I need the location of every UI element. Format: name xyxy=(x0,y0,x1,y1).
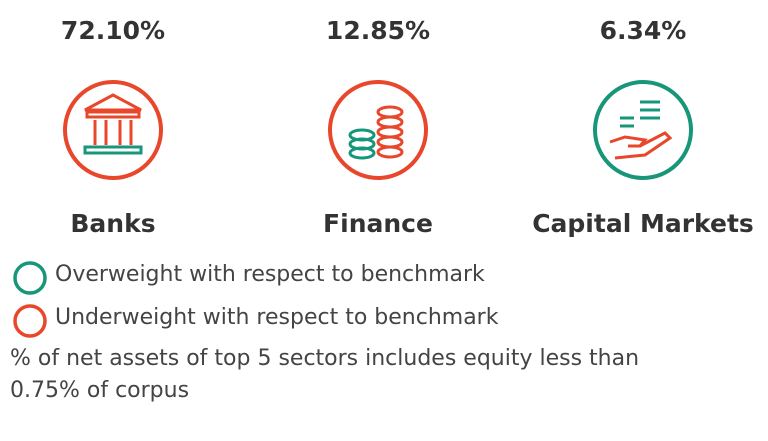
hand-icon xyxy=(609,100,673,160)
legend-swatch xyxy=(13,304,47,338)
sector-value: 6.34% xyxy=(599,16,687,45)
sector-name: Banks xyxy=(70,209,156,238)
sector-ring xyxy=(63,80,163,180)
footnote: % of net assets of top 5 sectors include… xyxy=(10,346,640,403)
coins-icon xyxy=(348,105,404,160)
legend-swatch xyxy=(13,261,47,295)
sector-name: Finance xyxy=(323,209,433,238)
sector-value: 12.85% xyxy=(325,16,431,45)
sector-ring xyxy=(593,80,693,180)
bank-icon xyxy=(83,93,143,155)
legend-label: Underweight with respect to benchmark xyxy=(55,305,499,330)
legend-label: Overweight with respect to benchmark xyxy=(55,262,485,287)
sector-ring xyxy=(328,80,428,180)
sector-value: 72.10% xyxy=(60,16,166,45)
sector-name: Capital Markets xyxy=(532,209,754,238)
